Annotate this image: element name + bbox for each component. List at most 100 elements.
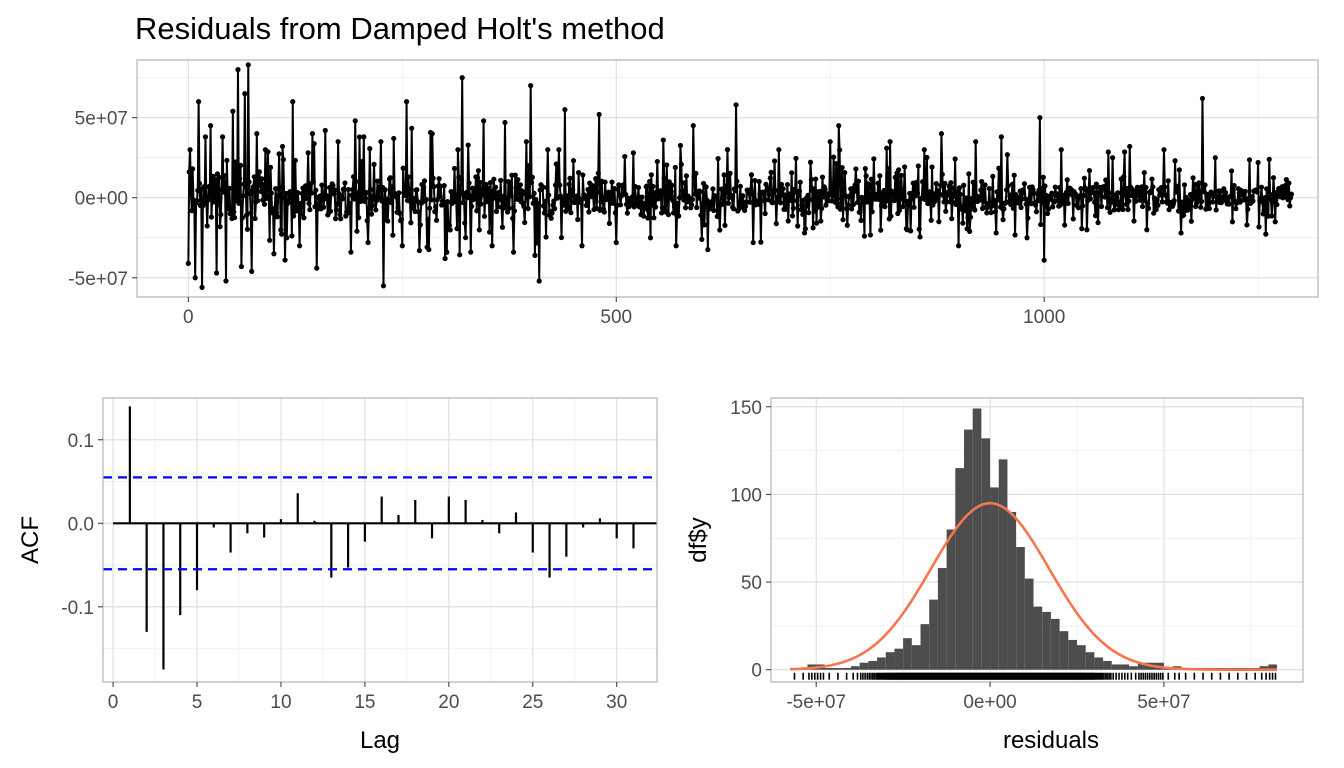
- residual-point: [721, 172, 727, 178]
- residual-point: [1177, 205, 1183, 211]
- residual-point: [1080, 203, 1086, 209]
- residual-point: [658, 188, 664, 194]
- residual-point: [1140, 194, 1147, 200]
- residual-point: [208, 123, 214, 129]
- residual-point: [961, 182, 967, 188]
- residual-point: [562, 107, 568, 113]
- residual-point: [561, 202, 567, 208]
- residual-point: [498, 177, 504, 183]
- residual-point: [719, 186, 725, 192]
- residual-point: [1215, 193, 1221, 199]
- residual-point: [457, 252, 463, 258]
- residual-point: [1148, 188, 1154, 194]
- residual-point: [994, 189, 1000, 195]
- residual-point: [389, 184, 395, 190]
- residual-point: [938, 131, 945, 137]
- residual-point: [342, 180, 348, 186]
- residual-point: [943, 208, 949, 214]
- residual-point: [914, 190, 921, 196]
- residual-point: [578, 200, 584, 206]
- residual-point: [793, 155, 799, 161]
- residual-point: [661, 175, 667, 181]
- histogram-bar: [920, 624, 930, 670]
- residual-point: [955, 243, 962, 249]
- histogram-bar: [868, 660, 878, 670]
- residual-point: [421, 184, 427, 190]
- residual-point: [850, 202, 856, 208]
- residual-point: [699, 236, 705, 242]
- residual-point: [1009, 181, 1016, 187]
- residual-point: [379, 198, 385, 204]
- histogram-bar: [1137, 662, 1147, 670]
- residual-point: [290, 99, 296, 105]
- residual-point: [185, 260, 191, 266]
- residual-point: [1165, 178, 1171, 184]
- residual-point: [306, 200, 312, 206]
- residual-point: [1143, 184, 1149, 191]
- residual-point: [1266, 156, 1272, 162]
- residual-point: [871, 156, 877, 162]
- residual-point: [481, 213, 488, 219]
- residual-point: [510, 215, 516, 221]
- histogram-bar: [1016, 547, 1025, 670]
- residual-point: [866, 184, 872, 190]
- residual-point: [238, 263, 245, 270]
- residual-point: [188, 190, 194, 196]
- residual-point: [201, 184, 207, 190]
- residual-point: [291, 213, 297, 219]
- residual-point: [337, 211, 343, 218]
- residual-point: [1287, 203, 1293, 209]
- residual-point: [1269, 213, 1275, 219]
- residual-point: [654, 158, 660, 165]
- residual-point: [934, 195, 940, 201]
- residual-point: [551, 198, 557, 204]
- residual-point: [924, 154, 930, 161]
- residual-point: [1154, 197, 1160, 203]
- residual-point: [1102, 194, 1108, 200]
- residual-point: [1037, 115, 1043, 121]
- residual-point: [1199, 95, 1206, 102]
- residual-point: [949, 216, 955, 222]
- residual-point: [858, 217, 864, 224]
- residual-point: [733, 102, 739, 108]
- residual-point: [967, 228, 973, 234]
- residual-point: [348, 249, 354, 255]
- residual-point: [480, 185, 486, 191]
- residual-point: [641, 213, 647, 219]
- histogram-bar: [955, 468, 964, 670]
- residual-point: [579, 243, 585, 249]
- histogram-bar: [885, 652, 895, 670]
- residual-point: [981, 199, 987, 205]
- residual-point: [211, 199, 217, 205]
- residual-point: [710, 186, 716, 192]
- residual-point: [261, 201, 268, 207]
- residual-point: [801, 230, 808, 236]
- residual-point: [289, 233, 295, 239]
- residual-point: [720, 201, 726, 207]
- residual-point: [671, 204, 678, 210]
- residual-point: [230, 108, 236, 114]
- residual-point: [677, 142, 684, 149]
- residual-point: [902, 164, 908, 170]
- residual-point: [368, 211, 375, 217]
- residual-point: [897, 195, 903, 202]
- residual-point: [977, 197, 983, 203]
- residual-point: [1288, 191, 1295, 197]
- residual-point: [1018, 204, 1024, 211]
- residual-point: [876, 196, 882, 203]
- residual-point: [863, 173, 869, 179]
- residual-point: [349, 192, 355, 198]
- residual-point: [1087, 196, 1093, 202]
- residual-point: [819, 174, 826, 180]
- residual-point: [982, 182, 988, 188]
- histogram-rug: [793, 672, 1277, 680]
- residual-point: [417, 222, 423, 228]
- residual-point: [730, 206, 737, 212]
- residual-point: [1172, 158, 1178, 164]
- residual-point: [1111, 207, 1117, 213]
- residual-point: [405, 174, 411, 180]
- residual-point: [474, 208, 480, 214]
- residual-point: [604, 196, 610, 202]
- residual-point: [609, 179, 615, 185]
- residual-point: [1261, 208, 1267, 214]
